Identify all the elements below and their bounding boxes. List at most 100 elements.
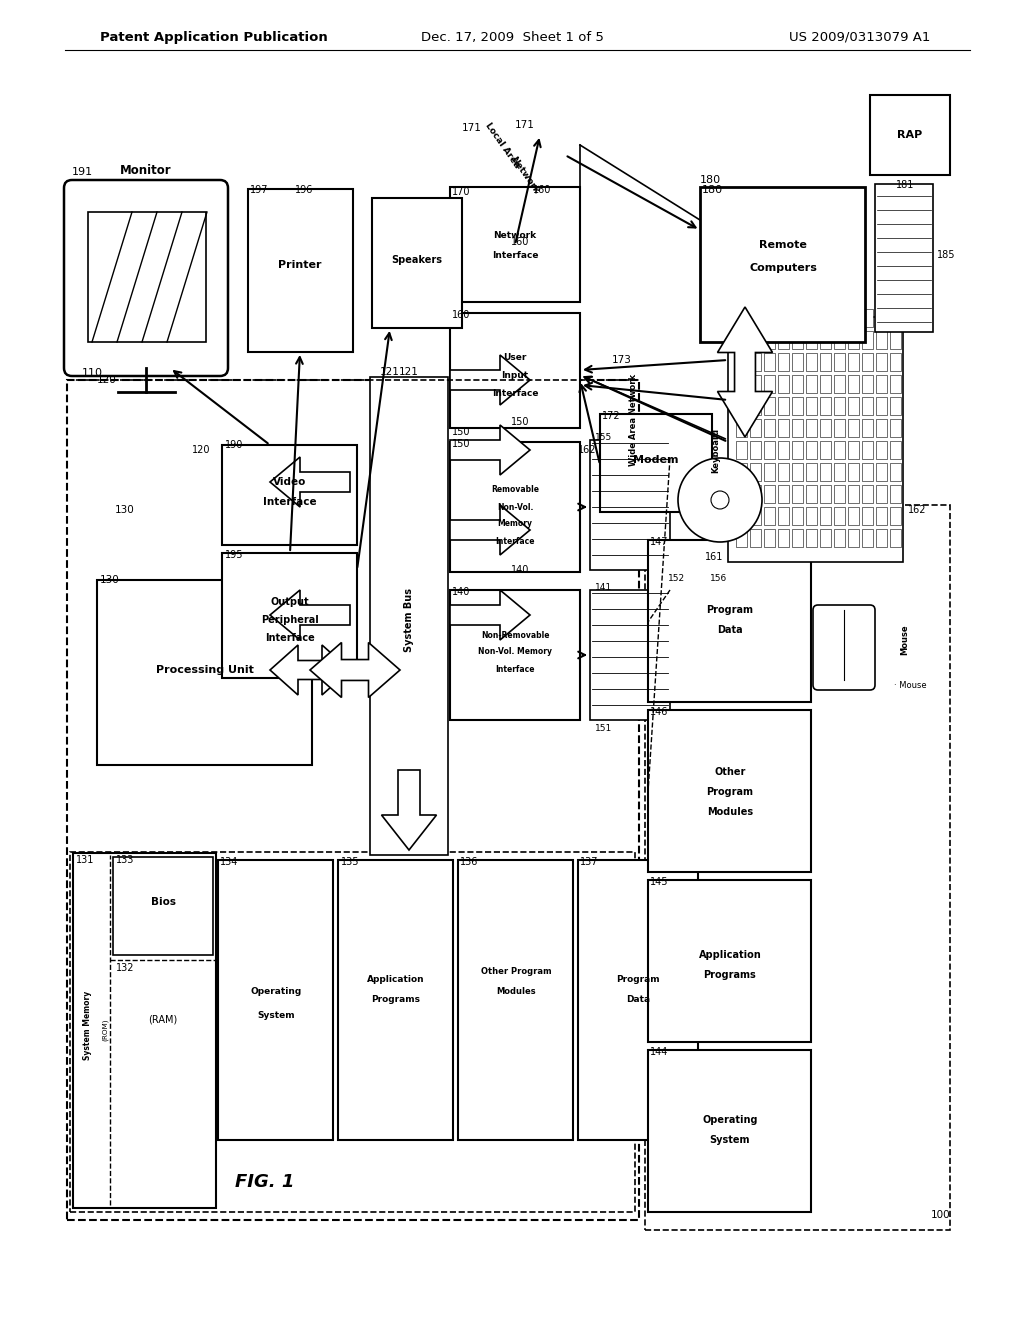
Bar: [778, 441, 790, 459]
Bar: [890, 397, 901, 414]
Bar: [876, 331, 887, 348]
Bar: [862, 463, 873, 480]
Text: 146: 146: [650, 708, 669, 717]
Text: Output: Output: [270, 597, 309, 607]
Text: 150: 150: [452, 440, 470, 449]
Text: 172: 172: [602, 411, 621, 421]
Text: 120: 120: [191, 445, 210, 455]
Text: Data: Data: [717, 624, 742, 635]
Text: Program: Program: [707, 787, 754, 797]
Bar: [820, 397, 831, 414]
Text: Modem: Modem: [633, 455, 679, 465]
Bar: [764, 529, 775, 546]
Text: (RAM): (RAM): [148, 1015, 177, 1026]
Bar: [890, 418, 901, 437]
Bar: [890, 309, 901, 327]
Bar: [600, 414, 712, 512]
Bar: [750, 418, 761, 437]
Text: 100: 100: [931, 1210, 950, 1220]
Polygon shape: [270, 457, 350, 507]
Bar: [806, 529, 817, 546]
Text: 190: 190: [225, 440, 244, 450]
Text: Data: Data: [626, 995, 650, 1005]
Bar: [848, 484, 859, 503]
Bar: [806, 375, 817, 393]
Text: Input: Input: [502, 371, 528, 380]
Polygon shape: [270, 590, 350, 640]
Bar: [736, 529, 746, 546]
Bar: [590, 440, 670, 570]
Text: Remote: Remote: [759, 240, 807, 249]
Bar: [890, 352, 901, 371]
Text: 161: 161: [705, 552, 723, 562]
Text: User: User: [504, 354, 526, 363]
Text: 133: 133: [116, 855, 134, 865]
Text: 155: 155: [595, 433, 612, 442]
Bar: [248, 189, 353, 352]
Bar: [450, 313, 580, 428]
Polygon shape: [718, 308, 772, 437]
Bar: [792, 331, 803, 348]
Bar: [736, 507, 746, 525]
Bar: [750, 309, 761, 327]
Bar: [736, 484, 746, 503]
Bar: [450, 187, 580, 302]
Polygon shape: [450, 425, 530, 475]
Bar: [736, 418, 746, 437]
Bar: [792, 507, 803, 525]
Text: 110: 110: [82, 368, 103, 378]
Bar: [820, 507, 831, 525]
Bar: [806, 397, 817, 414]
Bar: [876, 418, 887, 437]
Text: 140: 140: [511, 565, 529, 576]
Bar: [73, 853, 216, 1208]
Text: Monitor: Monitor: [120, 164, 172, 177]
Text: 144: 144: [650, 1047, 669, 1057]
Bar: [736, 331, 746, 348]
Text: Peripheral: Peripheral: [261, 615, 318, 624]
Bar: [834, 375, 845, 393]
Bar: [792, 352, 803, 371]
Bar: [67, 380, 639, 1220]
Text: 130: 130: [100, 576, 120, 585]
Bar: [648, 540, 811, 702]
Bar: [70, 851, 635, 1212]
Bar: [97, 579, 312, 766]
Bar: [820, 484, 831, 503]
Bar: [876, 375, 887, 393]
Bar: [874, 183, 933, 333]
Text: 121: 121: [380, 367, 400, 378]
FancyBboxPatch shape: [813, 605, 874, 690]
Bar: [820, 309, 831, 327]
Bar: [834, 331, 845, 348]
Text: 162: 162: [578, 445, 596, 455]
Text: Program: Program: [616, 975, 659, 985]
Bar: [806, 309, 817, 327]
Bar: [820, 375, 831, 393]
Bar: [778, 309, 790, 327]
Bar: [834, 484, 845, 503]
Text: Non-Vol. Memory: Non-Vol. Memory: [478, 648, 552, 656]
Bar: [806, 463, 817, 480]
Text: Programs: Programs: [703, 970, 757, 979]
Polygon shape: [450, 355, 530, 405]
Bar: [848, 529, 859, 546]
Bar: [778, 331, 790, 348]
Bar: [222, 553, 357, 678]
Bar: [848, 352, 859, 371]
Text: 170: 170: [452, 187, 470, 197]
Text: 140: 140: [452, 587, 470, 597]
Text: Printer: Printer: [279, 260, 322, 271]
Bar: [750, 484, 761, 503]
Bar: [113, 857, 213, 954]
Text: Interface: Interface: [496, 536, 535, 545]
Bar: [834, 507, 845, 525]
Bar: [876, 529, 887, 546]
Bar: [834, 352, 845, 371]
Bar: [370, 378, 449, 855]
Text: 196: 196: [295, 185, 313, 195]
Bar: [890, 529, 901, 546]
Text: 120: 120: [97, 375, 117, 385]
Bar: [862, 397, 873, 414]
Bar: [450, 590, 580, 719]
